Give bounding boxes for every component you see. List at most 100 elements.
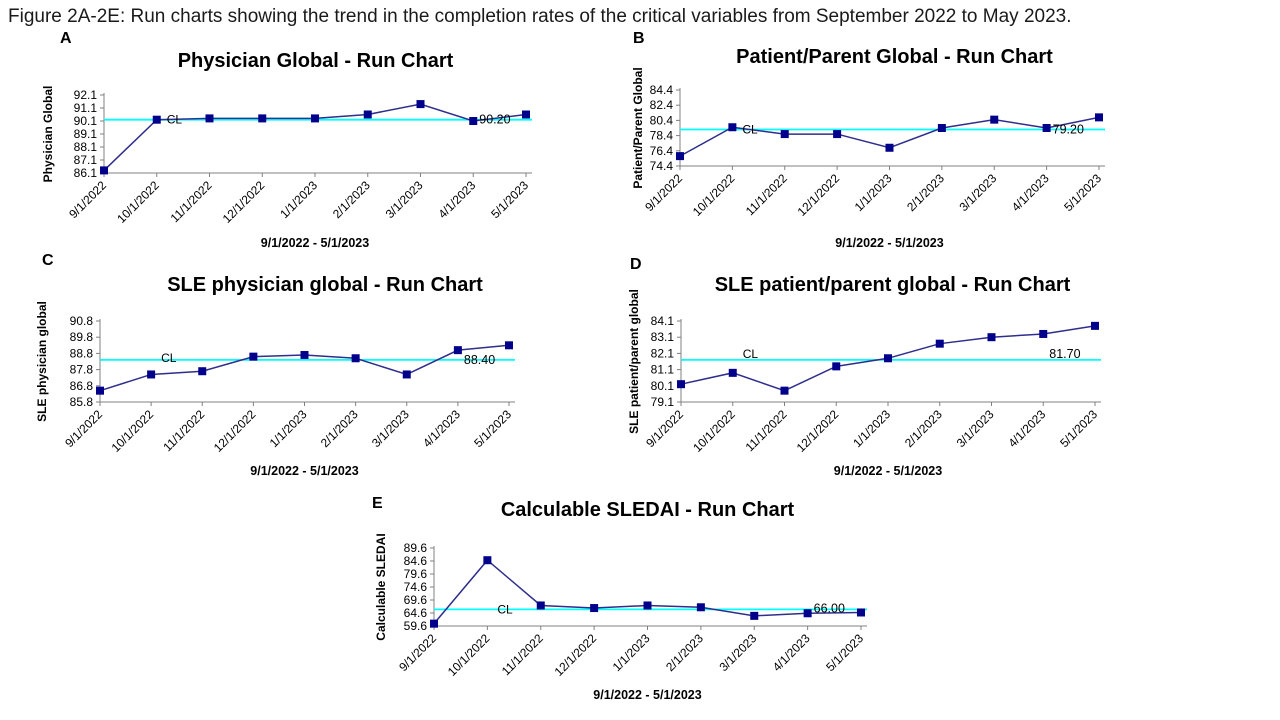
data-point-marker [935, 339, 944, 348]
y-tick-label: 80.4 [650, 113, 674, 127]
x-tick-label: 1/1/2023 [267, 407, 310, 450]
cl-value-label: 79.20 [1053, 123, 1084, 137]
x-axis-caption: 9/1/2022 - 5/1/2023 [834, 464, 942, 478]
y-tick-label: 87.1 [74, 153, 98, 167]
y-tick-label: 64.6 [404, 606, 428, 620]
data-point-marker [590, 604, 599, 613]
y-tick-label: 88.8 [70, 346, 94, 360]
data-point-marker [152, 115, 161, 124]
data-point-marker [676, 152, 684, 161]
x-tick-label: 2/1/2023 [902, 407, 945, 450]
y-tick-label: 89.8 [70, 330, 94, 344]
data-point-marker [885, 143, 894, 152]
x-axis-caption: 9/1/2022 - 5/1/2023 [593, 688, 701, 702]
x-tick-label: 2/1/2023 [904, 171, 947, 214]
data-point-marker [100, 166, 108, 175]
x-tick-label: 12/1/2022 [794, 407, 842, 455]
y-tick-label: 79.1 [651, 395, 675, 409]
x-tick-label: 12/1/2022 [552, 631, 600, 679]
y-tick-label: 83.1 [651, 330, 675, 344]
y-tick-label: 89.1 [74, 127, 98, 141]
x-tick-label: 11/1/2022 [160, 407, 207, 454]
x-tick-label: 1/1/2023 [852, 171, 895, 214]
x-axis-caption: 9/1/2022 - 5/1/2023 [261, 236, 369, 250]
data-point-marker [677, 380, 685, 389]
data-point-marker [453, 346, 462, 355]
data-point-marker [696, 603, 705, 612]
y-tick-label: 87.8 [70, 363, 94, 377]
cl-value-label: 81.70 [1049, 347, 1080, 361]
y-axis-title: SLE patient/parent global [627, 289, 641, 434]
x-tick-label: 5/1/2023 [1061, 171, 1104, 214]
x-tick-label: 1/1/2023 [277, 178, 320, 221]
x-tick-label: 9/1/2022 [396, 631, 439, 674]
x-tick-label: 12/1/2022 [211, 407, 259, 455]
data-point-marker [300, 351, 309, 360]
data-point-marker [363, 110, 372, 119]
cl-label: CL [743, 347, 759, 361]
data-point-marker [536, 601, 545, 610]
x-tick-label: 2/1/2023 [330, 178, 373, 221]
cl-label: CL [497, 602, 513, 616]
x-tick-label: 5/1/2023 [1057, 407, 1100, 450]
chart-title-e: Calculable SLEDAI - Run Chart [500, 499, 795, 521]
x-tick-label: 11/1/2022 [168, 178, 215, 225]
y-tick-label: 89.6 [404, 541, 428, 555]
run-chart-c: 85.8 86.8 87.8 88.8 89.8 90.8 9/1/2022 10/1/202… [35, 301, 515, 478]
x-tick-label: 11/1/2022 [743, 407, 790, 454]
x-tick-label: 10/1/2022 [690, 171, 738, 219]
data-point-marker [249, 352, 258, 361]
data-point-marker [505, 341, 513, 350]
x-tick-label: 10/1/2022 [114, 178, 162, 226]
y-tick-label: 78.4 [650, 129, 674, 143]
data-point-marker [205, 114, 214, 123]
x-tick-label: 1/1/2023 [850, 407, 893, 450]
x-tick-label: 10/1/2022 [690, 407, 738, 455]
x-tick-label: 3/1/2023 [954, 407, 997, 450]
y-tick-label: 82.1 [651, 346, 675, 360]
x-tick-label: 3/1/2023 [383, 178, 426, 221]
x-tick-label: 3/1/2023 [956, 171, 999, 214]
y-tick-label: 91.1 [74, 101, 98, 115]
y-tick-label: 86.1 [74, 166, 98, 180]
data-point-marker [311, 114, 319, 123]
y-tick-label: 84.4 [650, 83, 674, 97]
y-tick-label: 81.1 [651, 363, 675, 377]
panel-label-d: D [630, 256, 642, 273]
x-tick-label: 9/1/2022 [62, 407, 105, 450]
x-tick-label: 10/1/2022 [109, 407, 157, 455]
x-tick-label: 2/1/2023 [663, 631, 706, 674]
panel-label-b: B [633, 30, 645, 47]
y-axis-title: Physician Global [41, 86, 55, 183]
x-tick-label: 5/1/2023 [471, 407, 514, 450]
data-point-marker [402, 370, 411, 379]
data-point-marker [469, 117, 478, 125]
x-tick-label: 9/1/2022 [66, 178, 109, 221]
data-point-marker [780, 130, 789, 139]
cl-label: CL [167, 113, 183, 127]
data-point-marker [96, 386, 104, 395]
x-tick-label: 12/1/2022 [220, 178, 268, 226]
figure-title: Figure 2A-2E: Run charts showing the tre… [8, 6, 1072, 27]
data-point-marker [832, 362, 841, 371]
x-tick-label: 11/1/2022 [743, 171, 790, 218]
cl-label: CL [742, 123, 758, 137]
data-point-marker [1042, 124, 1051, 132]
data-point-marker [351, 354, 360, 363]
data-point-marker [1095, 113, 1103, 122]
chart-title-b: Patient/Parent Global - Run Chart [736, 46, 1053, 68]
x-tick-label: 5/1/2023 [488, 178, 531, 221]
x-tick-label: 9/1/2022 [643, 407, 686, 450]
data-point-marker [728, 368, 737, 377]
data-point-marker [937, 124, 946, 132]
data-point-marker [728, 123, 737, 132]
y-tick-label: 84.1 [651, 314, 675, 328]
x-tick-label: 11/1/2022 [499, 631, 546, 678]
run-chart-d: 79.1 80.1 81.1 82.1 83.1 84.1 9/1/2022 10/1/202… [627, 289, 1101, 478]
y-tick-label: 59.6 [404, 619, 428, 633]
x-tick-label: 9/1/2022 [642, 171, 685, 214]
data-point-marker [803, 609, 812, 618]
y-tick-label: 92.1 [74, 88, 98, 102]
y-tick-label: 90.1 [74, 114, 98, 128]
data-point-marker [987, 333, 996, 342]
